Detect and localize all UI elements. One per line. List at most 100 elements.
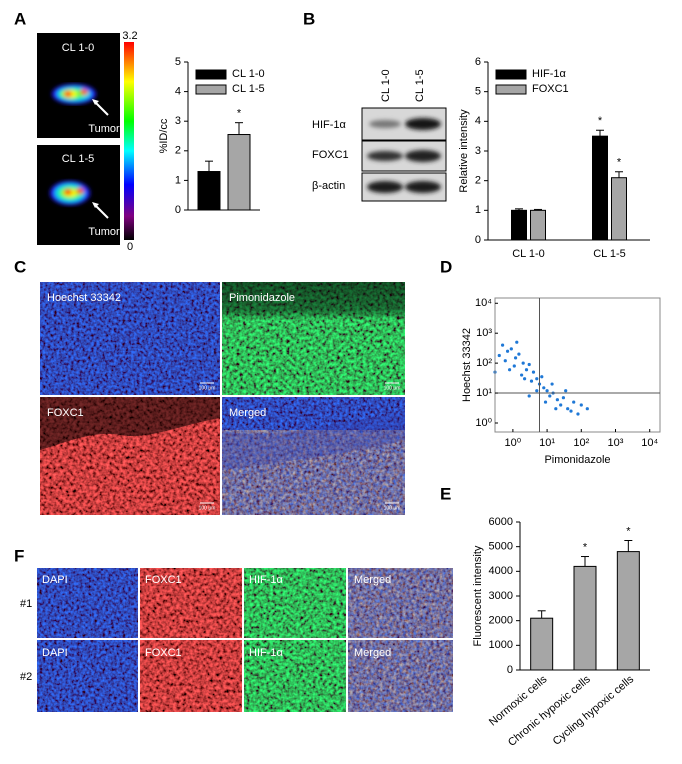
point [513,356,518,360]
annotation: * [598,115,603,127]
y-axis-label: Relative intensity [458,109,470,193]
point [509,347,513,351]
y-tick-label: 5000 [489,541,513,553]
y-tick-label: 10³ [476,327,492,339]
colorbar-max: 3.2 [122,30,137,42]
point [543,400,548,404]
bar [616,551,640,671]
y-tick-label: 2000 [489,615,513,627]
y-tick-label: 0 [175,204,181,216]
point [505,349,510,353]
bar [511,209,527,241]
y-tick-label: 4000 [489,565,513,577]
point [566,407,570,411]
legend-swatch [495,69,527,80]
scale-bar-label: 100 μm [199,505,216,511]
legend-swatch [195,69,227,80]
point [585,407,589,411]
y-tick-label: 6000 [489,516,513,528]
annotation: * [583,541,588,553]
microscopy-grid: Hoechst 33342 Pimonidazole FOXC1 Merged … [40,282,405,515]
row-label: HIF-1α [312,119,347,131]
point [554,407,558,411]
x-tick-label: 10¹ [539,437,555,449]
lane-label: CL 1-0 [380,69,392,102]
y-tick-label: 0 [475,234,481,246]
column-label: FOXC1 [145,647,182,659]
y-tick-label: 3 [475,145,481,157]
column-label: DAPI [42,574,68,586]
point [507,368,512,372]
bar [227,134,251,211]
y-tick-label: 2 [475,175,481,187]
y-tick-label: 1 [475,204,481,216]
point [521,361,525,365]
spect-image: CL 1-0 Tumor [37,33,120,138]
column-label: HIF-1α [249,574,284,586]
y-tick-label: 6 [475,56,481,68]
western-blot: CL 1-0 CL 1-5 HIF-1α FOXC1 β-actin [312,69,447,202]
y-axis-label: Hoechst 33342 [461,328,473,402]
legend-swatch [195,84,227,95]
point [515,340,519,344]
x-axis-label: Pimonidazole [544,454,610,466]
legend-label: CL 1-5 [232,83,265,95]
y-tick-label: 10² [476,357,492,369]
point [503,359,507,363]
column-label: Merged [354,574,391,586]
x-tick-label: 10⁰ [505,437,522,449]
y-tick-label: 3 [175,115,181,127]
legend-label: FOXC1 [532,83,569,95]
point [497,353,501,358]
y-tick-label: 0 [507,664,513,676]
row-label: #1 [20,598,32,610]
x-tick-label: CL 1-5 [593,248,626,260]
point [559,403,563,407]
row-label: FOXC1 [312,149,349,161]
microscopy-grid: DAPI FOXC1 HIF-1α Merged DAPI FOXC1 HIF-… [20,568,453,712]
annotation: * [617,157,622,169]
legend-label: HIF-1α [532,68,567,80]
point [548,394,552,398]
column-label: DAPI [42,647,68,659]
colorbar [124,42,134,240]
bar [573,565,597,671]
point [579,403,583,407]
y-tick-label: 10¹ [476,387,492,399]
point [535,389,539,393]
point [545,389,549,393]
point [529,379,534,383]
scale-bar-label: 100 μm [384,505,401,511]
x-tick-label: 10³ [608,437,624,449]
point [512,364,516,368]
plot-frame [494,297,661,433]
pointer-label: Tumor [88,226,120,238]
y-tick-label: 3000 [489,590,513,602]
pointer-label: Tumor [88,123,120,135]
panel-label: E [440,484,451,503]
x-tick-label: 10² [573,437,589,449]
panel-label: C [14,257,26,276]
point [550,382,554,386]
y-tick-label: 5 [175,56,181,68]
panel-label-text: Merged [229,407,266,419]
bar [530,209,546,241]
point [524,368,529,372]
y-tick-label: 2 [175,145,181,157]
legend-swatch [495,84,527,95]
panel-label: A [14,9,26,28]
image-label: CL 1-0 [62,42,95,54]
point [540,375,544,379]
point [561,396,566,400]
annotation: * [237,108,242,120]
y-tick-label: 4 [175,86,181,98]
y-tick-label: 10⁰ [475,417,492,429]
y-axis-label: Fluorescent intensity [472,545,484,646]
point [527,394,531,398]
point [535,377,539,381]
bar [530,617,554,671]
row-label: β-actin [312,180,345,192]
y-tick-label: 1000 [489,639,513,651]
scale-bar-label: 100 μm [384,385,401,391]
